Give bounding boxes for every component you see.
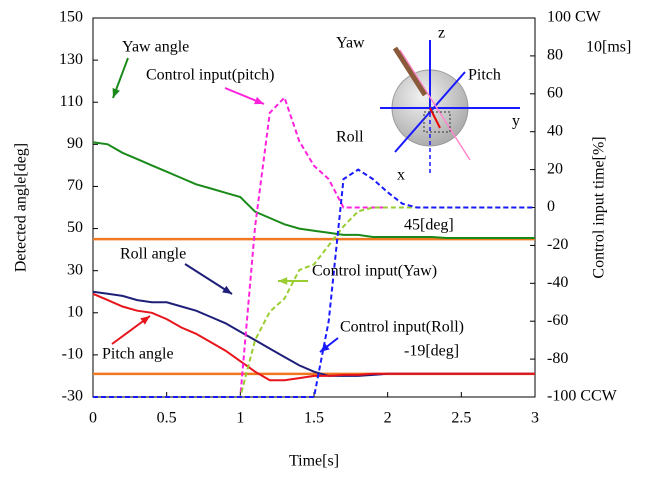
- inset-label: x: [397, 167, 405, 184]
- y2-tick-label: -20: [547, 236, 568, 253]
- chart: -30-101030507090110130150-100 CCW-80-60-…: [0, 0, 664, 475]
- y-tick-label: 130: [59, 51, 83, 68]
- y2-tick-label: -60: [547, 312, 568, 329]
- annotation: Control input(pitch): [146, 67, 274, 84]
- x-tick-label: 0.5: [157, 410, 177, 427]
- annotation-arrowhead: [254, 97, 264, 104]
- x-tick-label: 2.5: [451, 410, 471, 427]
- x-tick-label: 1: [236, 410, 244, 427]
- y-tick-label: -10: [62, 346, 83, 363]
- inset-label: Roll: [336, 129, 364, 146]
- annotation-arrowhead: [278, 277, 287, 285]
- y-tick-label: 70: [67, 177, 83, 194]
- annotation: Pitch angle: [102, 346, 174, 363]
- x-tick-label: 0: [89, 410, 97, 427]
- y2-tick-label: -40: [547, 274, 568, 291]
- x-tick-label: 3: [531, 410, 539, 427]
- y2-tick-label: 100 CW: [547, 9, 602, 26]
- y-tick-label: 90: [67, 135, 83, 152]
- inset-label: Pitch: [468, 67, 501, 84]
- y2-tick-label: 20: [547, 160, 563, 177]
- x-tick-label: 2: [384, 410, 392, 427]
- inset-label: y: [512, 113, 520, 130]
- y-tick-label: 30: [67, 261, 83, 278]
- y2-axis-title: Control input time[%]: [591, 136, 608, 278]
- reference-label: -19[deg]: [404, 343, 459, 360]
- annotation-arrowhead: [222, 286, 232, 294]
- y2-tick-label: 60: [547, 84, 563, 101]
- annotation: Roll angle: [120, 246, 186, 263]
- y-tick-label: -30: [62, 388, 83, 405]
- reference-label: 45[deg]: [404, 217, 454, 234]
- y2-tick-label: 80: [547, 47, 563, 64]
- annotation: 10[ms]: [586, 39, 631, 56]
- annotation: Control input(Yaw): [312, 263, 437, 280]
- series-line: [93, 170, 535, 397]
- inset-diagram: [380, 40, 520, 175]
- annotation: Yaw angle: [122, 39, 189, 56]
- y-tick-label: 50: [67, 219, 83, 236]
- y-tick-label: 110: [60, 93, 83, 110]
- y2-tick-label: 40: [547, 122, 563, 139]
- x-tick-label: 1.5: [304, 410, 324, 427]
- x-axis-title: Time[s]: [289, 453, 339, 470]
- inset-label: z: [438, 25, 445, 42]
- inset-label: Yaw: [336, 35, 365, 52]
- y2-tick-label: 0: [547, 198, 555, 215]
- annotation: Control input(Roll): [340, 319, 464, 336]
- y2-tick-label: -80: [547, 350, 568, 367]
- y2-tick-label: -100 CCW: [547, 388, 618, 405]
- y-tick-label: 150: [59, 9, 83, 26]
- series-line: [93, 294, 535, 380]
- y-tick-label: 10: [67, 303, 83, 320]
- annotation-arrowhead: [113, 88, 120, 98]
- y-axis-title: Detected angle[deg]: [13, 143, 30, 272]
- series-line: [93, 292, 535, 376]
